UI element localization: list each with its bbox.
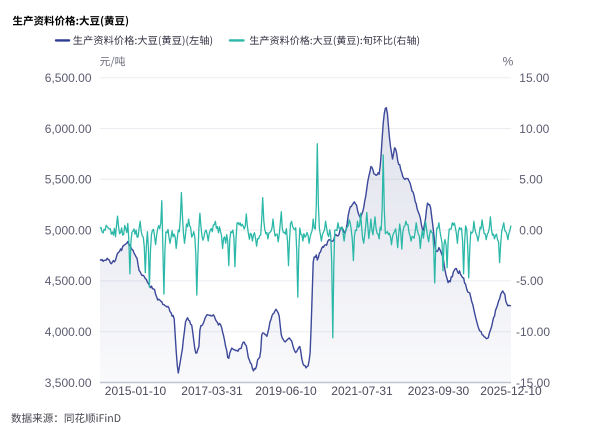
svg-text:10.00: 10.00	[519, 122, 549, 136]
svg-text:15.00: 15.00	[519, 71, 549, 85]
svg-text:2025-12-10: 2025-12-10	[480, 384, 542, 398]
svg-text:6,500.00: 6,500.00	[45, 71, 92, 85]
svg-text:2015-01-10: 2015-01-10	[105, 384, 167, 398]
svg-text:5.00: 5.00	[519, 173, 543, 187]
svg-text:-5.00: -5.00	[516, 274, 544, 288]
svg-text:5,000.00: 5,000.00	[45, 223, 92, 237]
svg-text:2017-03-31: 2017-03-31	[181, 384, 243, 398]
svg-text:0.00: 0.00	[519, 223, 543, 237]
svg-text:5,500.00: 5,500.00	[45, 173, 92, 187]
svg-text:3,500.00: 3,500.00	[45, 376, 92, 390]
svg-text:2021-07-31: 2021-07-31	[331, 384, 393, 398]
svg-text:-10.00: -10.00	[516, 325, 550, 339]
svg-text:6,000.00: 6,000.00	[45, 122, 92, 136]
svg-text:2019-06-10: 2019-06-10	[255, 384, 317, 398]
svg-text:%: %	[503, 55, 514, 69]
svg-text:-15.00: -15.00	[516, 376, 550, 390]
svg-text:4,500.00: 4,500.00	[45, 274, 92, 288]
svg-text:2023-09-30: 2023-09-30	[408, 384, 470, 398]
svg-text:4,000.00: 4,000.00	[45, 325, 92, 339]
